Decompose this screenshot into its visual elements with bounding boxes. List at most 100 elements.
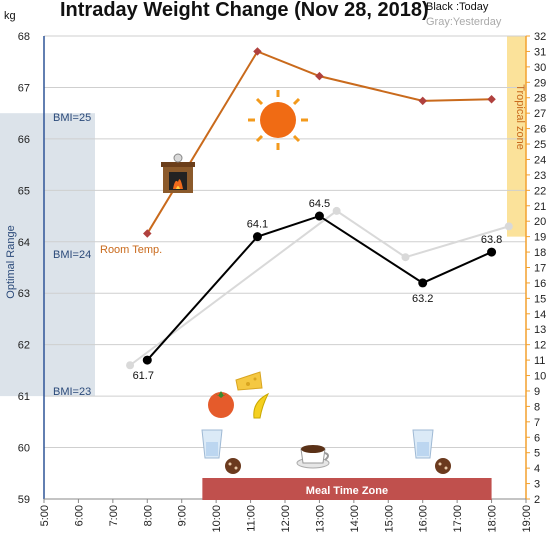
- meal-time-zone-label: Meal Time Zone: [306, 485, 388, 497]
- data-point: [487, 247, 497, 257]
- right-tick-label: 26: [534, 124, 546, 136]
- right-tick-label: 21: [534, 201, 546, 213]
- data-label: 63.2: [412, 293, 433, 305]
- banana-icon: [253, 392, 270, 419]
- data-point: [252, 232, 262, 242]
- data-label: 64.5: [309, 198, 330, 210]
- x-tick-label: 14:00: [349, 505, 361, 533]
- x-tick-label: 15:00: [383, 505, 395, 533]
- coffee-cup-icon: [296, 445, 330, 469]
- right-tick-label: 20: [534, 216, 546, 228]
- right-tick-label: 11: [534, 355, 545, 367]
- data-label: 64.1: [247, 219, 268, 231]
- y-tick-label: 65: [18, 185, 30, 197]
- optimal-range-label: Optimal Range: [5, 225, 17, 298]
- right-tick-label: 17: [534, 263, 546, 275]
- water-glass-icon: [201, 429, 223, 459]
- right-tick-label: 22: [534, 185, 546, 197]
- data-point: [126, 361, 135, 370]
- room-temp-label: Room Temp.: [100, 244, 162, 256]
- x-axis-ticks: 5:00 6:00 7:00 8:00 9:00 10:00 11:00 12:00 13:00…: [39, 499, 533, 533]
- x-tick-label: 9:00: [177, 505, 189, 526]
- bmi-24-label: BMI=24: [53, 249, 91, 261]
- x-tick-label: 7:00: [108, 505, 120, 526]
- right-tick-label: 4: [534, 463, 540, 475]
- left-axis-unit: kg: [4, 10, 16, 22]
- right-tick-label: 30: [534, 62, 546, 74]
- y-tick-label: 60: [18, 443, 30, 455]
- data-label: 63.8: [481, 234, 502, 246]
- room-temp-point: [487, 95, 496, 104]
- right-tick-label: 23: [534, 170, 546, 182]
- x-tick-label: 13:00: [314, 505, 326, 533]
- data-point: [504, 222, 513, 231]
- x-tick-label: 17:00: [452, 505, 464, 533]
- right-tick-label: 32: [534, 31, 546, 43]
- chart-title: Intraday Weight Change (Nov 28, 2018): [60, 0, 429, 21]
- right-tick-label: 5: [534, 448, 540, 460]
- x-tick-label: 8:00: [142, 505, 154, 526]
- room-temp-point: [315, 71, 324, 81]
- right-tick-label: 27: [534, 108, 546, 120]
- sun-icon: [248, 90, 308, 150]
- x-tick-label: 10:00: [211, 505, 223, 533]
- right-tick-label: 19: [534, 232, 546, 244]
- left-axis-ticks: 59 60 61 62 63 64 65 66 67 68: [18, 31, 30, 506]
- right-tick-label: 12: [534, 340, 546, 352]
- data-point: [314, 211, 324, 221]
- data-point: [142, 355, 152, 365]
- room-temp-point: [418, 96, 427, 106]
- y-tick-label: 64: [18, 237, 30, 249]
- room-temp-point: [253, 47, 262, 56]
- legend-yesterday: Gray:Yesterday: [426, 16, 502, 28]
- y-tick-label: 66: [18, 134, 30, 146]
- right-tick-label: 7: [534, 417, 540, 429]
- meal-time-zone-bar: [202, 478, 492, 500]
- fireplace-icon: [161, 153, 195, 193]
- right-tick-label: 24: [534, 154, 546, 166]
- x-tick-label: 16:00: [418, 505, 430, 533]
- right-tick-label: 3: [534, 479, 540, 491]
- room-temp-point: [143, 229, 152, 238]
- data-point: [418, 278, 428, 288]
- right-tick-label: 8: [534, 401, 540, 413]
- data-point: [401, 253, 410, 262]
- y-tick-label: 59: [18, 494, 30, 506]
- x-tick-label: 18:00: [487, 505, 499, 533]
- x-tick-label: 12:00: [280, 505, 292, 533]
- right-tick-label: 2: [534, 494, 540, 506]
- series-line: [146, 214, 492, 361]
- right-tick-label: 29: [534, 77, 546, 89]
- right-tick-label: 28: [534, 93, 546, 105]
- tropical-zone-label: Tropical zone: [514, 84, 526, 150]
- right-tick-label: 9: [534, 386, 540, 398]
- y-tick-label: 68: [18, 31, 30, 43]
- right-tick-label: 15: [534, 293, 546, 305]
- right-tick-label: 14: [534, 309, 546, 321]
- tropical-zone-band: [507, 36, 526, 237]
- bmi-25-label: BMI=25: [53, 112, 91, 124]
- data-point: [332, 206, 341, 215]
- series-line: [129, 209, 510, 367]
- x-tick-label: 19:00: [521, 505, 533, 533]
- cookies-icon: [225, 458, 241, 474]
- cookies-icon: [435, 458, 451, 474]
- right-tick-label: 16: [534, 278, 546, 290]
- right-axis-ticks: 2345678910111213141516171819202122232425…: [526, 31, 546, 506]
- right-tick-label: 13: [534, 324, 546, 336]
- y-tick-label: 67: [18, 82, 30, 94]
- optimal-range-band: [0, 113, 95, 397]
- x-tick-label: 5:00: [39, 505, 51, 526]
- bmi-23-label: BMI=23: [53, 386, 91, 398]
- x-tick-label: 6:00: [73, 505, 85, 526]
- right-tick-label: 10: [534, 371, 546, 383]
- cheese-icon: [235, 371, 263, 391]
- data-label: 61.7: [133, 370, 154, 382]
- water-glass-icon: [412, 429, 434, 459]
- legend-today: Black :Today: [426, 1, 489, 13]
- right-tick-label: 18: [534, 247, 546, 259]
- y-tick-label: 62: [18, 340, 30, 352]
- right-tick-label: 31: [534, 46, 546, 58]
- right-tick-label: 6: [534, 432, 540, 444]
